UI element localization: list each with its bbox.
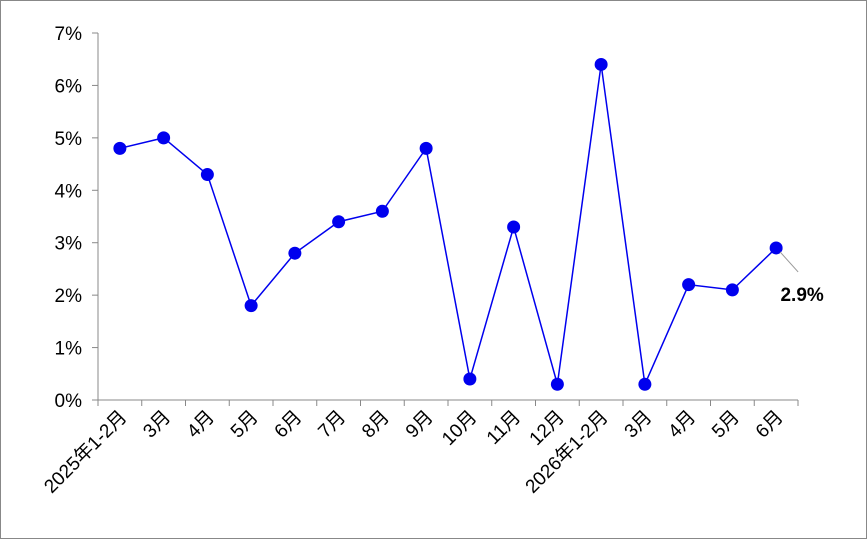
point: [244, 299, 258, 313]
point: [463, 372, 477, 386]
y-tick-label: 3%: [55, 234, 83, 255]
y-tick-label: 1%: [55, 339, 83, 360]
data-label: 2.9%: [780, 285, 823, 306]
point: [550, 377, 564, 391]
y-tick-label: 5%: [55, 129, 83, 150]
y-tick-label: 6%: [55, 76, 83, 97]
point: [594, 57, 608, 71]
point: [157, 131, 171, 145]
point: [507, 220, 521, 234]
point: [113, 141, 127, 155]
point: [375, 204, 389, 218]
point: [200, 168, 214, 182]
point: [638, 377, 652, 391]
point: [682, 278, 696, 292]
line: [119, 64, 777, 388]
y-tick-label: 4%: [55, 181, 83, 202]
point: [769, 241, 783, 255]
point: [725, 283, 739, 297]
leader-line: [779, 251, 799, 273]
y-tick-label: 0%: [55, 391, 83, 412]
point: [419, 141, 433, 155]
y-tick-label: 7%: [55, 24, 83, 45]
point: [332, 215, 346, 229]
point: [288, 246, 302, 260]
y-tick-label: 2%: [55, 286, 83, 307]
